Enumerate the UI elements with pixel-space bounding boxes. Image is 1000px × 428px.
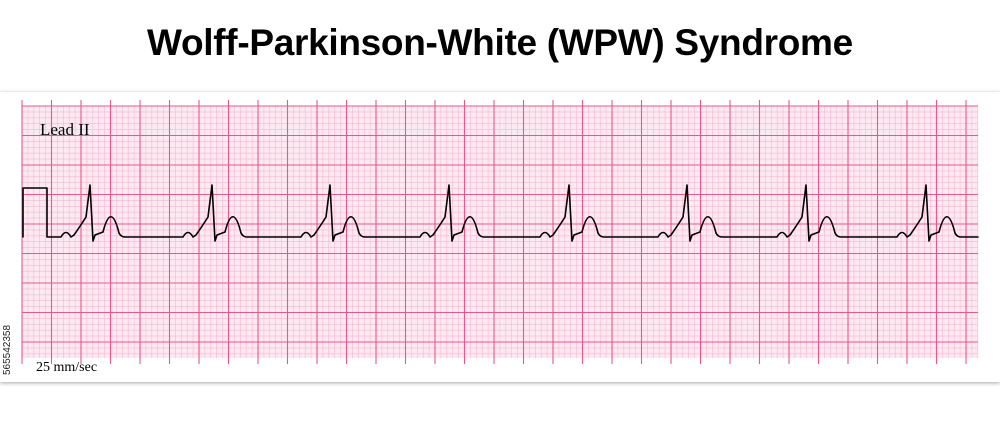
stock-id: 565542358 bbox=[2, 324, 13, 376]
page-title: Wolff-Parkinson-White (WPW) Syndrome bbox=[147, 22, 853, 63]
ecg-trace bbox=[22, 184, 979, 242]
lead-label: Lead II bbox=[40, 120, 90, 139]
speed-label: 25 mm/sec bbox=[36, 360, 98, 375]
